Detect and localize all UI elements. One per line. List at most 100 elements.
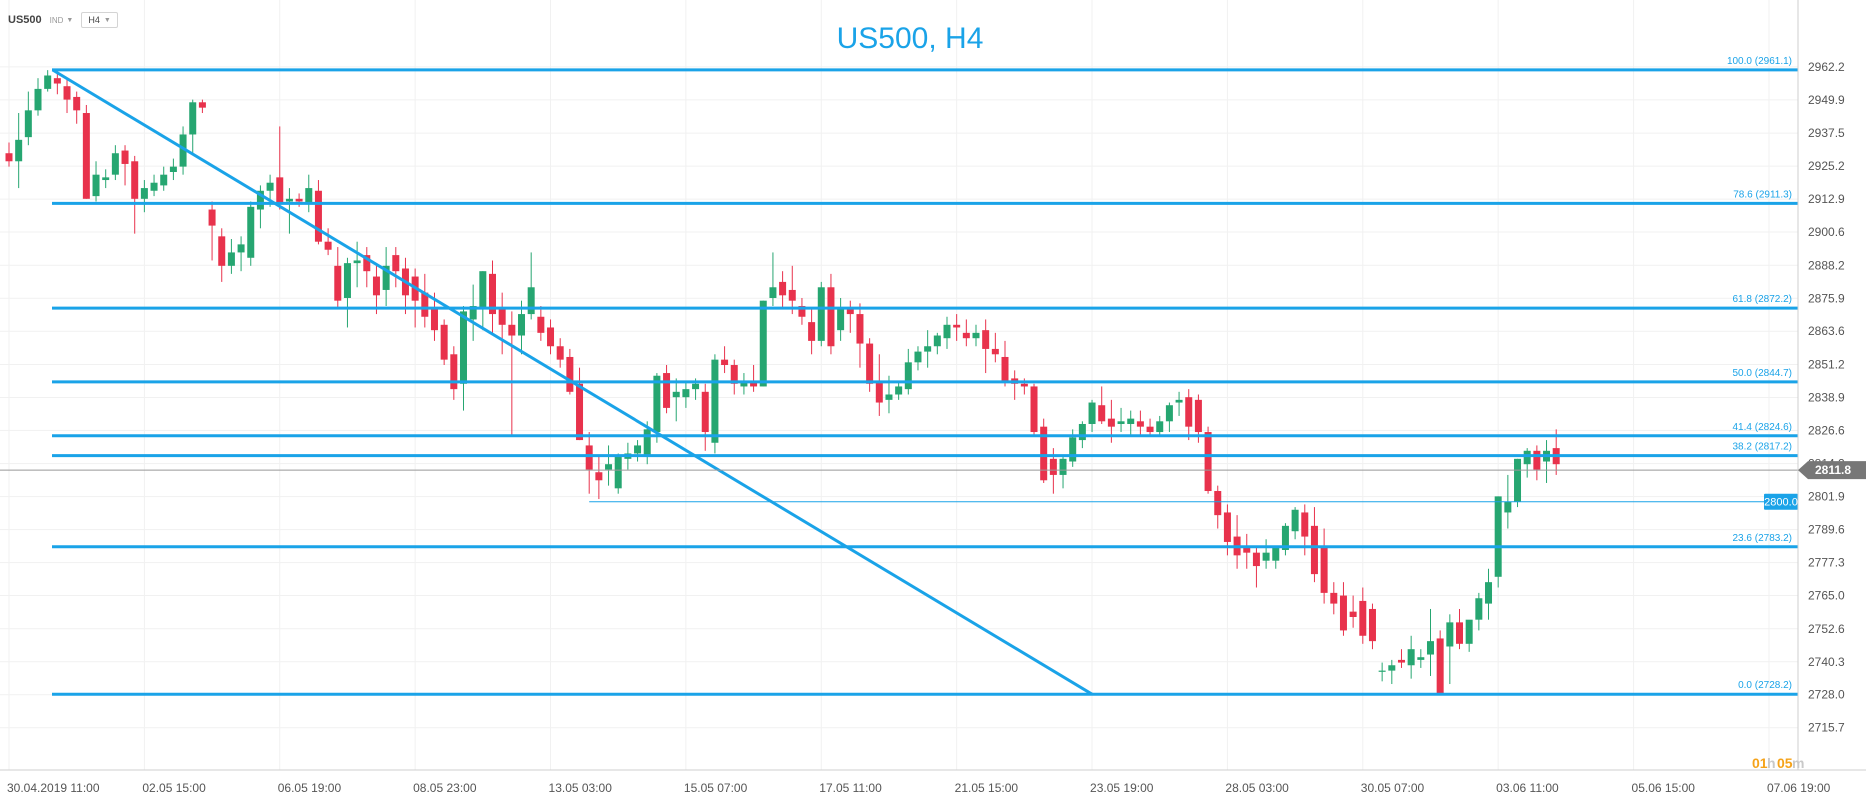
candle-body <box>1078 423 1086 441</box>
horizontal-line-tag <box>1764 493 1798 510</box>
candle-body <box>904 362 912 390</box>
candle-body <box>614 456 622 489</box>
candle-body <box>1485 582 1493 604</box>
x-tick-label: 28.05 03:00 <box>1225 781 1289 795</box>
candle-body <box>1494 496 1502 577</box>
candle-body <box>421 292 429 317</box>
fib-level-label: 78.6 (2911.3) <box>1733 189 1792 200</box>
candle-body <box>711 359 719 443</box>
candle-body <box>179 134 187 167</box>
candle-body <box>1020 383 1028 387</box>
candle-body <box>1262 552 1270 561</box>
candle-body <box>82 113 90 199</box>
candle-body <box>1223 512 1231 542</box>
candle-body <box>701 391 709 433</box>
candle-body <box>933 335 941 347</box>
fib-level-label: 41.4 (2824.6) <box>1733 422 1793 433</box>
fib-level-label: 23.6 (2783.2) <box>1733 533 1793 544</box>
y-tick-label: 2801.9 <box>1808 490 1845 504</box>
countdown-hours: 01 <box>1752 755 1768 771</box>
candle-body <box>150 182 158 191</box>
candle-body <box>943 324 951 339</box>
fib-level-label: 100.0 (2961.1) <box>1727 56 1792 67</box>
x-tick-label: 08.05 23:00 <box>413 781 477 795</box>
candle-body <box>982 330 990 349</box>
candle-body <box>498 308 506 325</box>
candle-body <box>962 332 970 339</box>
candle-body <box>1146 426 1154 433</box>
y-tick-label: 2912.9 <box>1808 192 1845 206</box>
y-tick-label: 2838.9 <box>1808 390 1845 404</box>
candle-body <box>672 391 680 398</box>
timeframe-dropdown[interactable]: H4 ▼ <box>81 12 118 28</box>
candle-body <box>750 381 758 387</box>
candle-body <box>576 383 584 441</box>
candle-body <box>440 324 448 360</box>
y-tick-label: 2962.2 <box>1808 60 1845 74</box>
candle-body <box>1504 501 1512 513</box>
candle-body <box>237 244 245 253</box>
candle-body <box>266 182 274 191</box>
candle-body <box>692 383 700 390</box>
candle-body <box>1030 386 1038 433</box>
candle-body <box>1069 437 1077 462</box>
x-tick-label: 30.04.2019 11:00 <box>7 781 100 795</box>
candle-body <box>353 260 361 264</box>
candle-body <box>837 308 845 331</box>
current-price-label: 2811.8 <box>1815 463 1851 477</box>
symbol-label[interactable]: US500 <box>8 14 42 26</box>
candle-body <box>73 96 81 111</box>
candle-body <box>721 359 729 366</box>
candle-body <box>314 190 322 242</box>
candle-body <box>518 314 526 336</box>
candle-body <box>817 287 825 341</box>
candle-body <box>1436 638 1444 695</box>
candle-body <box>131 161 139 199</box>
candle-body <box>1194 399 1202 433</box>
y-tick-label: 2851.2 <box>1808 357 1845 371</box>
candle-body <box>285 198 293 202</box>
y-tick-label: 2765.0 <box>1808 589 1845 603</box>
candle-body <box>1214 491 1222 516</box>
candle-body <box>914 351 922 363</box>
candle-body <box>1397 659 1405 663</box>
chart-title: US500, H4 <box>837 22 984 55</box>
candle-body <box>788 289 796 301</box>
candle-body <box>169 166 177 172</box>
countdown-h: h <box>1767 755 1776 771</box>
candle-body <box>1088 402 1096 424</box>
fib-level-label: 0.0 (2728.2) <box>1738 680 1792 691</box>
candle-body <box>1301 512 1309 537</box>
drawings: 2800.0 <box>0 68 1798 696</box>
fibonacci-levels: 100.0 (2961.1) 78.6 (2911.3) 61.8 (2872.2)… <box>52 56 1798 696</box>
candle-body <box>1291 509 1299 532</box>
candle-body <box>1456 622 1463 644</box>
candle-body <box>798 306 806 317</box>
candle-body <box>1378 670 1386 672</box>
y-tick-label: 2937.5 <box>1808 126 1845 140</box>
candle-body <box>256 190 264 210</box>
candle-body <box>53 78 61 84</box>
candle-body <box>769 287 777 298</box>
candle-body <box>1136 421 1144 427</box>
candle-body <box>459 311 467 384</box>
instrument-type-dropdown[interactable]: IND ▼ <box>50 16 74 25</box>
candle-body <box>382 265 390 290</box>
candle-body <box>547 327 555 347</box>
y-tick-label: 2875.9 <box>1808 291 1845 305</box>
x-tick-label: 30.05 07:00 <box>1361 781 1425 795</box>
candle-body <box>605 464 613 470</box>
chevron-down-icon: ▼ <box>103 16 111 24</box>
candle-body <box>1049 458 1057 475</box>
y-tick-label: 2740.3 <box>1808 655 1845 669</box>
y-axis: 2962.2 2949.9 2937.5 2925.2 2912.9 2900.6 2888… <box>1797 0 1866 770</box>
y-tick-label: 2925.2 <box>1808 159 1845 173</box>
y-tick-label: 2900.6 <box>1808 225 1845 239</box>
x-tick-label: 02.05 15:00 <box>142 781 206 795</box>
x-tick-label: 21.05 15:00 <box>955 781 1019 795</box>
candle-body <box>247 206 255 258</box>
countdown-minutes: 05 <box>1777 755 1793 771</box>
candle-body <box>972 332 980 339</box>
candle-body <box>295 198 303 202</box>
